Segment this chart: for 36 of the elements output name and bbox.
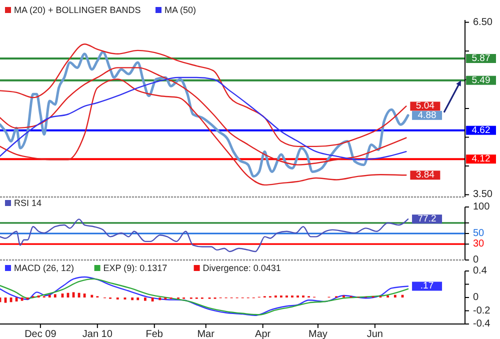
legend-label: Divergence: 0.0431 [202,263,281,273]
x-tick-label: Jan 10 [82,329,113,339]
data-label: .17 [420,280,434,292]
y-tick-label: 0.4 [473,266,488,276]
x-tick-label: Dec 09 [24,329,57,339]
y-tick-label: 3.50 [473,189,493,200]
legend-label: MA (50) [164,5,196,15]
x-tick-label: Apr [255,329,272,339]
data-label: 5.04 [416,100,434,112]
y-tick-label: 0 [473,292,479,303]
line-series [0,218,409,252]
x-tick-label: Jun [366,329,384,339]
x-tick-label: Mar [197,329,216,339]
ref-line-label: 5.49 [472,74,490,86]
data-label: 4.88 [418,110,436,121]
line-series [0,50,410,178]
y-tick-label: 100 [473,202,490,212]
legend-label: EXP (9): 0.1317 [103,263,168,273]
ref-line-label: 5.87 [472,53,490,64]
data-label: 3.84 [416,170,434,181]
line-series [0,78,407,186]
legend-label: MA (20) + BOLLINGER BANDS [14,5,141,15]
line-series [0,44,407,148]
y-tick-label: 0 [473,254,479,266]
ref-line-label: 4.12 [472,154,490,165]
legend-label: RSI 14 [14,198,42,208]
x-tick-label: May [308,329,328,339]
ref-line-label: 4.62 [472,124,490,136]
legend-label: MACD (26, 12) [14,263,74,273]
y-tick-label: 50 [473,228,485,239]
data-label: 77.2 [418,214,436,225]
x-tick-label: Feb [146,329,164,339]
y-tick-label: 6.50 [473,16,493,28]
y-tick-label: -0.4 [473,318,491,330]
y-tick-label: 30 [473,238,485,250]
y-tick-label: -0.2 [473,305,491,316]
